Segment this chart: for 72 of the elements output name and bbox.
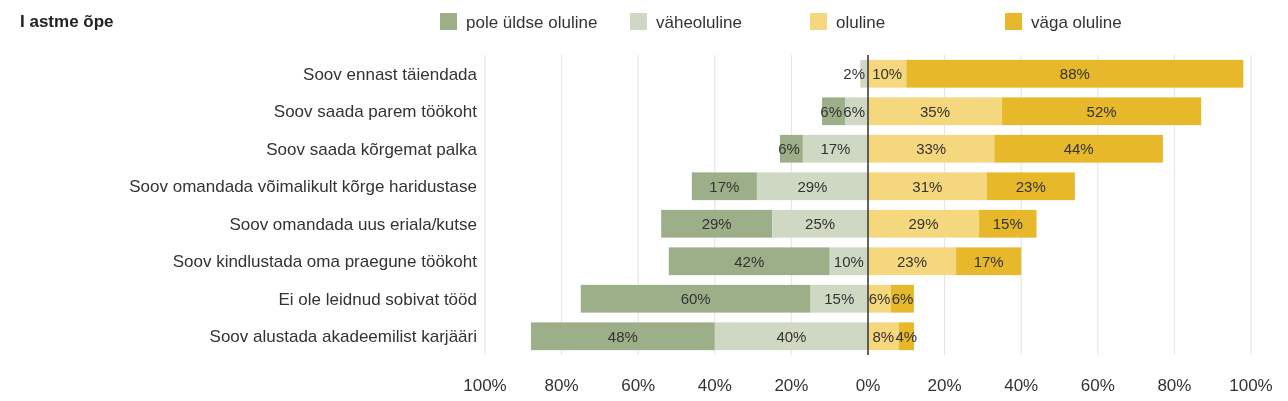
x-tick-label: 60% — [1080, 375, 1115, 395]
x-tick-label: 100% — [1229, 375, 1273, 395]
data-label: 17% — [820, 140, 851, 157]
x-tick-label: 20% — [774, 375, 809, 395]
data-label: 17% — [709, 177, 740, 195]
data-label: 42% — [734, 252, 765, 270]
x-tick-label: 40% — [697, 375, 732, 395]
bar — [868, 134, 995, 163]
bar — [802, 134, 868, 163]
data-label: 6% — [868, 290, 891, 307]
data-label: 6% — [891, 290, 914, 307]
data-label: 17% — [973, 252, 1004, 270]
y-tick-label: Soov alustada akadeemilist karjääri — [209, 327, 477, 347]
legend-label: pole üldse oluline — [466, 12, 598, 32]
data-label: 10% — [833, 252, 864, 270]
bar — [906, 59, 1244, 88]
data-label: 52% — [1086, 102, 1117, 120]
bar — [868, 97, 1003, 126]
bar — [530, 322, 715, 351]
y-tick-label: Soov saada parem töökoht — [273, 102, 478, 122]
data-label: 29% — [908, 215, 939, 232]
text: I astme õpe — [20, 12, 114, 31]
x-tick-label: 20% — [927, 375, 962, 395]
data-label: 29% — [701, 215, 732, 232]
bar — [714, 322, 868, 351]
data-label: 15% — [992, 215, 1023, 232]
bar — [691, 172, 757, 201]
bar — [772, 209, 868, 238]
y-tick-label: Soov ennast täiendada — [303, 64, 478, 84]
bar — [868, 172, 987, 201]
data-label: 10% — [872, 65, 903, 82]
bar — [986, 172, 1075, 201]
data-label: 33% — [916, 140, 947, 157]
bar — [979, 209, 1037, 238]
x-tick-label: 0% — [855, 375, 881, 395]
data-label: 60% — [680, 290, 711, 307]
x-tick-label: 60% — [621, 375, 656, 395]
data-label: 15% — [824, 290, 855, 307]
bar — [956, 247, 1022, 276]
y-tick-label: Soov saada kõrgemat palka — [266, 139, 478, 159]
legend-label: väheoluline — [656, 12, 743, 32]
x-tick-label: 40% — [1004, 375, 1039, 395]
data-label: 29% — [797, 177, 828, 195]
data-label: 8% — [872, 327, 895, 345]
y-tick-label: Soov kindlustada oma praegune töökoht — [172, 252, 478, 272]
y-tick-label: Ei ole leidnud sobivat tööd — [278, 289, 477, 309]
bar — [580, 284, 811, 313]
data-label: 88% — [1059, 65, 1090, 82]
bar — [756, 172, 868, 201]
x-tick-label: 80% — [1157, 375, 1192, 395]
bar — [1002, 97, 1202, 126]
bar — [668, 247, 830, 276]
data-label: 23% — [1015, 177, 1046, 195]
x-tick-label: 80% — [544, 375, 579, 395]
bar — [868, 209, 980, 238]
y-tick-label: Soov omandada uus eriala/kutse — [229, 214, 477, 234]
x-tick-label: 100% — [463, 375, 507, 395]
y-tick-label: Soov omandada võimalikult kõrge haridustase — [129, 177, 477, 197]
bar — [994, 134, 1163, 163]
bar — [661, 209, 773, 238]
data-label: 35% — [920, 102, 951, 120]
bar — [868, 247, 957, 276]
data-label: 23% — [897, 252, 928, 270]
legend-label: oluline — [836, 12, 886, 32]
data-label: 48% — [607, 327, 638, 345]
data-label: 31% — [912, 177, 943, 195]
data-label: 2% — [843, 65, 865, 82]
legend-label: väga oluline — [1031, 12, 1122, 32]
data-label: 40% — [776, 327, 807, 345]
data-label: 6% — [843, 102, 865, 120]
data-label: 44% — [1063, 140, 1094, 157]
data-label: 25% — [805, 215, 836, 232]
